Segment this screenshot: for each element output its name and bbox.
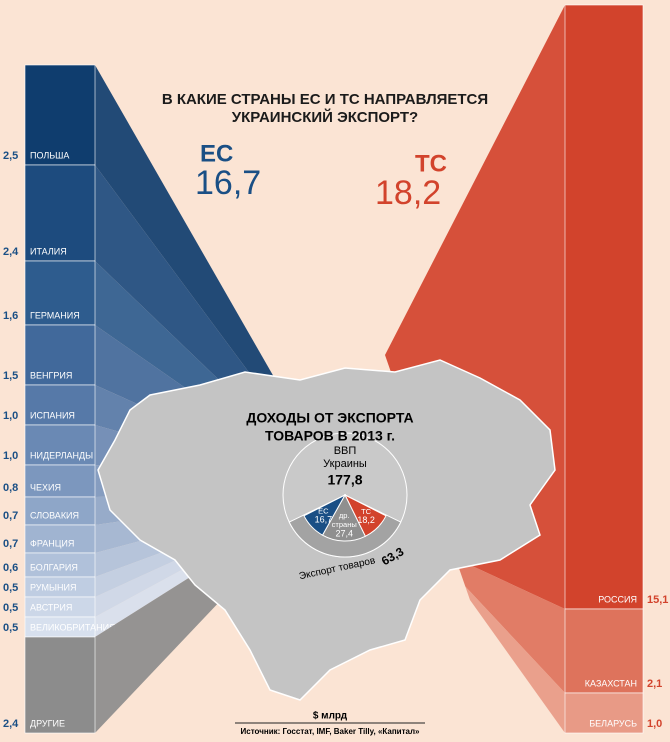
- country-name: СЛОВАКИЯ: [30, 510, 79, 520]
- country-name: БЕЛАРУСЬ: [589, 718, 637, 728]
- eu-total: 16,7: [195, 164, 261, 202]
- part-name: ЕС: [318, 506, 329, 515]
- column-segment: [24, 524, 96, 554]
- country-name: РУМЫНИЯ: [30, 582, 76, 592]
- part-value: 18,2: [357, 515, 375, 525]
- country-value: 1,5: [3, 370, 18, 382]
- center-title: ТОВАРОВ В 2013 г.: [265, 428, 395, 444]
- country-value: 0,8: [3, 482, 18, 494]
- country-value: 0,6: [3, 562, 18, 574]
- country-name: АВСТРИЯ: [30, 602, 72, 612]
- column-segment: [564, 692, 644, 734]
- country-value: 0,7: [3, 510, 18, 522]
- part-name: страны: [332, 520, 357, 529]
- country-value: 0,5: [3, 602, 18, 614]
- column-segment: [24, 636, 96, 734]
- column-segment: [24, 424, 96, 466]
- gdp-name: Украины: [323, 458, 367, 470]
- center-title: ДОХОДЫ ОТ ЭКСПОРТА: [246, 410, 413, 426]
- country-name: ДРУГИЕ: [30, 718, 65, 728]
- country-name: ВЕЛИКОБРИТАНИЯ: [30, 622, 116, 632]
- column-segment: [24, 260, 96, 326]
- country-value: 2,5: [3, 150, 18, 162]
- part-name: др.: [339, 511, 350, 520]
- country-name: ПОЛЬША: [30, 150, 69, 160]
- country-value: 2,4: [3, 718, 19, 730]
- country-value: 1,0: [3, 410, 18, 422]
- tc-total: 18,2: [375, 174, 441, 212]
- column-segment: [564, 608, 644, 694]
- country-name: КАЗАХСТАН: [585, 678, 637, 688]
- country-name: ИСПАНИЯ: [30, 410, 75, 420]
- country-value: 15,1: [647, 594, 668, 606]
- column-segment: [24, 464, 96, 498]
- country-value: 1,0: [3, 450, 18, 462]
- exports-part: [303, 493, 347, 536]
- part-name: ТС: [361, 507, 372, 516]
- country-name: ИТАЛИЯ: [30, 246, 67, 256]
- part-value: 27,4: [335, 528, 353, 538]
- country-value: 1,6: [3, 310, 18, 322]
- country-value: 1,0: [647, 718, 662, 730]
- country-name: ВЕНГРИЯ: [30, 370, 72, 380]
- fan-segment: [465, 586, 565, 733]
- country-name: ФРАНЦИЯ: [30, 538, 74, 548]
- country-value: 0,5: [3, 622, 18, 634]
- fan-segment: [455, 558, 565, 693]
- country-name: РОССИЯ: [598, 594, 637, 604]
- gdp-value: 177,8: [327, 472, 362, 488]
- country-value: 0,5: [3, 582, 18, 594]
- country-name: ЧЕХИЯ: [30, 482, 61, 492]
- part-value: 16,7: [315, 515, 333, 525]
- column-segment: [24, 384, 96, 426]
- column-segment: [24, 324, 96, 386]
- country-name: БОЛГАРИЯ: [30, 562, 78, 572]
- title: В КАКИЕ СТРАНЫ ЕС И ТС НАПРАВЛЯЕТСЯ: [162, 91, 488, 108]
- title: УКРАИНСКИЙ ЭКСПОРТ?: [232, 108, 418, 126]
- country-name: ГЕРМАНИЯ: [30, 310, 80, 320]
- fan-segment: [95, 65, 290, 426]
- country-value: 0,7: [3, 538, 18, 550]
- eu-name: ЕС: [200, 140, 233, 167]
- source: Источник: Госстат, IMF, Baker Tilly, «Ка…: [241, 727, 421, 736]
- unit: $ млрд: [313, 711, 348, 722]
- country-value: 2,1: [647, 678, 662, 690]
- tc-name: ТС: [415, 150, 447, 177]
- country-name: НИДЕРЛАНДЫ: [30, 450, 93, 460]
- column-segment: [564, 4, 644, 610]
- country-value: 2,4: [3, 246, 19, 258]
- gdp-name: ВВП: [334, 445, 357, 457]
- column-segment: [24, 552, 96, 578]
- column-segment: [24, 496, 96, 526]
